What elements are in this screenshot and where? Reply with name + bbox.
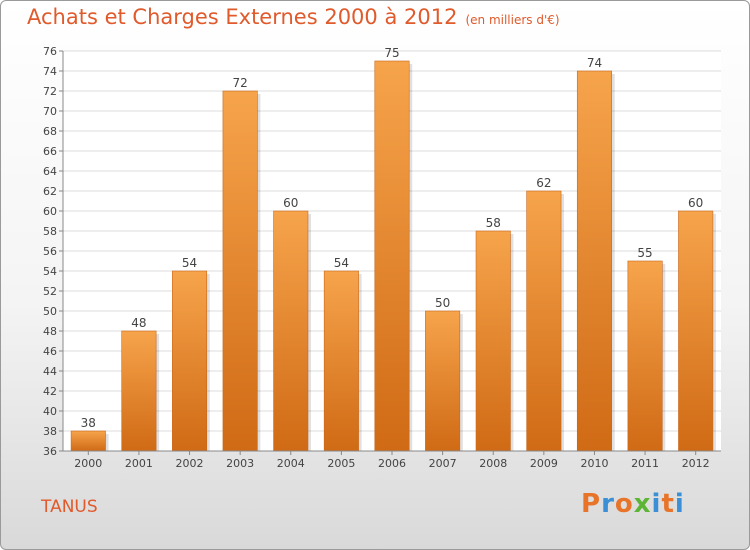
x-tick-label: 2007 — [429, 457, 457, 470]
y-tick-label: 40 — [43, 405, 57, 418]
bar-2002 — [172, 270, 208, 452]
value-label: 72 — [233, 76, 248, 90]
y-tick-label: 52 — [43, 285, 57, 298]
y-tick-label: 74 — [43, 65, 57, 78]
bar-2010 — [576, 70, 612, 452]
bar-2001 — [121, 330, 157, 452]
y-tick-label: 70 — [43, 105, 57, 118]
x-tick-label: 2006 — [378, 457, 406, 470]
y-tick-label: 50 — [43, 305, 57, 318]
value-label: 62 — [536, 176, 551, 190]
bar-2012 — [678, 210, 714, 452]
logo-letter: o — [614, 489, 634, 519]
value-label: 55 — [637, 246, 652, 260]
bar-2009 — [526, 190, 562, 452]
logo-letter: r — [601, 489, 615, 519]
value-label: 38 — [81, 416, 96, 430]
proxiti-logo: Proxiti — [581, 489, 685, 519]
logo-letter: i — [651, 489, 662, 519]
y-tick-label: 48 — [43, 325, 57, 338]
y-tick-label: 76 — [43, 45, 57, 58]
y-tick-label: 68 — [43, 125, 57, 138]
logo-letter: i — [674, 489, 685, 519]
x-tick-label: 2011 — [631, 457, 659, 470]
chart-title: Achats et Charges Externes 2000 à 2012 (e… — [27, 5, 560, 29]
bar-2004 — [273, 210, 309, 452]
y-tick-label: 62 — [43, 185, 57, 198]
x-tick-label: 2001 — [125, 457, 153, 470]
x-tick-label: 2010 — [580, 457, 608, 470]
commune-name: TANUS — [41, 497, 98, 517]
bars: 38 48 54 72 60 54 75 50 58 62 74 55 60 — [70, 46, 716, 452]
x-tick-label: 2002 — [176, 457, 204, 470]
value-label: 74 — [587, 56, 602, 70]
chart-subtitle: (en milliers d'€) — [465, 13, 560, 27]
x-tick-label: 2005 — [327, 457, 355, 470]
bar-2005 — [323, 270, 359, 452]
y-tick-label: 44 — [43, 365, 57, 378]
bar-2008 — [475, 230, 511, 452]
bar-2007 — [425, 310, 461, 452]
y-tick-label: 46 — [43, 345, 57, 358]
value-label: 50 — [435, 296, 450, 310]
y-tick-label: 36 — [43, 445, 57, 458]
x-tick-label: 2008 — [479, 457, 507, 470]
value-label: 54 — [182, 256, 197, 270]
y-tick-label: 66 — [43, 145, 57, 158]
y-tick-label: 64 — [43, 165, 57, 178]
y-tick-label: 54 — [43, 265, 57, 278]
x-tick-label: 2009 — [530, 457, 558, 470]
y-tick-label: 56 — [43, 245, 57, 258]
logo-letter: x — [633, 489, 652, 519]
chart-title-text: Achats et Charges Externes 2000 à 2012 — [27, 5, 458, 29]
value-label: 58 — [486, 216, 501, 230]
y-tick-label: 42 — [43, 385, 57, 398]
x-tick-label: 2004 — [277, 457, 305, 470]
logo-letter: t — [661, 489, 675, 519]
value-label: 54 — [334, 256, 349, 270]
x-tick-label: 2012 — [682, 457, 710, 470]
axes: 36 38 40 42 44 46 48 50 52 54 56 58 60 62 64 66 68 70 72 74… — [43, 45, 721, 470]
bar-2003 — [222, 90, 258, 452]
y-tick-label: 60 — [43, 205, 57, 218]
value-label: 75 — [384, 46, 399, 60]
x-tick-label: 2003 — [226, 457, 254, 470]
bar-2006 — [374, 60, 410, 452]
y-tick-label: 58 — [43, 225, 57, 238]
logo-letter: P — [581, 489, 602, 519]
y-tick-label: 38 — [43, 425, 57, 438]
value-label: 60 — [688, 196, 703, 210]
y-tick-label: 72 — [43, 85, 57, 98]
x-tick-label: 2000 — [74, 457, 102, 470]
value-label: 60 — [283, 196, 298, 210]
bar-2011 — [627, 260, 663, 452]
bar-2000 — [70, 430, 106, 452]
value-label: 48 — [131, 316, 146, 330]
